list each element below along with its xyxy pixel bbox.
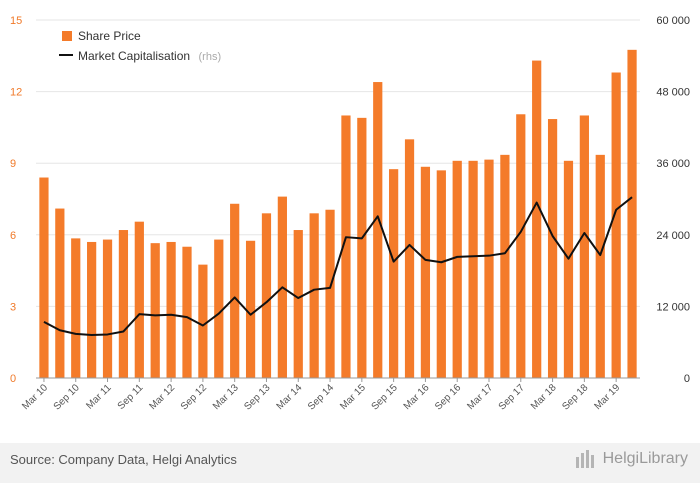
x-axis-tick-label: Sep 16 (433, 382, 463, 412)
x-axis-tick-label: Sep 13 (242, 382, 272, 412)
legend-swatch-share-price (62, 31, 72, 41)
bar-share-price (579, 115, 589, 378)
bar-share-price (373, 82, 383, 379)
bar-share-price (39, 177, 49, 378)
line-market-capitalisation (43, 196, 633, 337)
bar-share-price (389, 169, 399, 378)
legend-market-cap-note: (rhs) (199, 51, 222, 63)
bar-share-price (468, 160, 478, 378)
bar-share-price (436, 170, 446, 378)
left-axis-tick-label: 6 (10, 230, 16, 242)
right-axis-tick-label: 12 000 (656, 301, 690, 313)
x-axis-tick-label: Mar 16 (402, 382, 432, 412)
x-axis-tick-label: Mar 13 (211, 382, 241, 412)
left-axis-tick-label: 3 (10, 301, 16, 313)
bar-share-price (87, 241, 97, 378)
bar-share-price (452, 160, 462, 378)
bar-share-price (293, 230, 303, 378)
bar-share-price (547, 119, 558, 379)
bar-share-price (516, 114, 526, 379)
logo-text: HelgiLibrary (602, 450, 688, 467)
left-axis-tick-label: 9 (10, 158, 16, 170)
legend-label-share-price: Share Price (78, 29, 141, 43)
x-axis-tick-label: Sep 18 (560, 382, 590, 412)
right-axis-tick-label: 60 000 (656, 15, 690, 27)
share-price-bars (39, 49, 637, 379)
right-axis-tick-label: 48 000 (656, 87, 690, 99)
source-note: Source: Company Data, Helgi Analytics (10, 452, 237, 467)
bar-share-price (484, 159, 494, 378)
bar-share-price (325, 209, 335, 378)
bar-share-price (500, 154, 510, 378)
bar-share-price (563, 160, 574, 378)
x-axis-tick-label: Mar 14 (275, 382, 305, 412)
x-axis-tick-label: Sep 15 (370, 382, 400, 412)
bar-share-price (230, 203, 240, 378)
bar-share-price (245, 240, 256, 378)
bar-share-price (357, 117, 367, 378)
bar-share-price (261, 213, 272, 378)
bar-share-price (198, 264, 208, 378)
left-axis-tick-label: 12 (10, 87, 22, 99)
bar-share-price (150, 243, 160, 378)
x-axis-tick-label: Mar 10 (20, 382, 50, 412)
bar-share-price (71, 238, 81, 378)
x-axis-tick-label: Mar 12 (147, 382, 177, 412)
bar-share-price (611, 72, 621, 378)
legend-label-market-cap: Market Capitalisation (rhs) (78, 47, 221, 64)
bar-share-price (341, 115, 351, 378)
legend: Share Price Market Capitalisation (rhs) (59, 29, 221, 64)
x-axis-tick-label: Sep 14 (306, 382, 336, 412)
bar-share-price (627, 49, 637, 378)
legend-market-cap-name: Market Capitalisation (78, 49, 190, 63)
right-axis-tick-label: 36 000 (656, 158, 690, 170)
left-axis-tick-label: 15 (10, 15, 22, 27)
right-axis-tick-label: 24 000 (656, 230, 690, 242)
bar-share-price (404, 139, 415, 378)
bar-share-price (214, 239, 224, 378)
bar-share-price (102, 239, 113, 378)
x-axis-tick-label: Mar 19 (592, 382, 622, 412)
bar-share-price (420, 166, 431, 378)
bar-share-price (55, 208, 65, 378)
x-axis-tick-label: Sep 17 (497, 382, 527, 412)
x-axis-tick-label: Sep 10 (52, 382, 82, 412)
bar-share-price (595, 154, 605, 378)
left-axis-tick-label: 0 (10, 373, 16, 385)
x-axis-tick-label: Mar 11 (84, 382, 114, 412)
x-axis-tick-label: Sep 11 (116, 382, 146, 412)
helgi-library-logo: HelgiLibrary (575, 449, 688, 469)
bar-share-price (532, 60, 542, 378)
bar-share-price (118, 230, 129, 378)
chart: 0 0 3 12 000 6 24 000 9 36 000 12 48 000 15 60 000 M… (10, 15, 690, 413)
library-building-icon (575, 450, 594, 468)
bar-share-price (134, 221, 144, 378)
bar-share-price (166, 241, 176, 378)
x-axis-tick-label: Mar 18 (529, 382, 559, 412)
bar-share-price (309, 213, 319, 378)
right-axis-tick-label: 0 (684, 373, 690, 385)
x-axis-tick-label: Mar 15 (338, 382, 368, 412)
bar-share-price (182, 246, 192, 378)
x-axis-tick-label: Mar 17 (465, 382, 495, 412)
market-cap-line (43, 196, 633, 337)
x-axis-tick-label: Sep 12 (179, 382, 209, 412)
